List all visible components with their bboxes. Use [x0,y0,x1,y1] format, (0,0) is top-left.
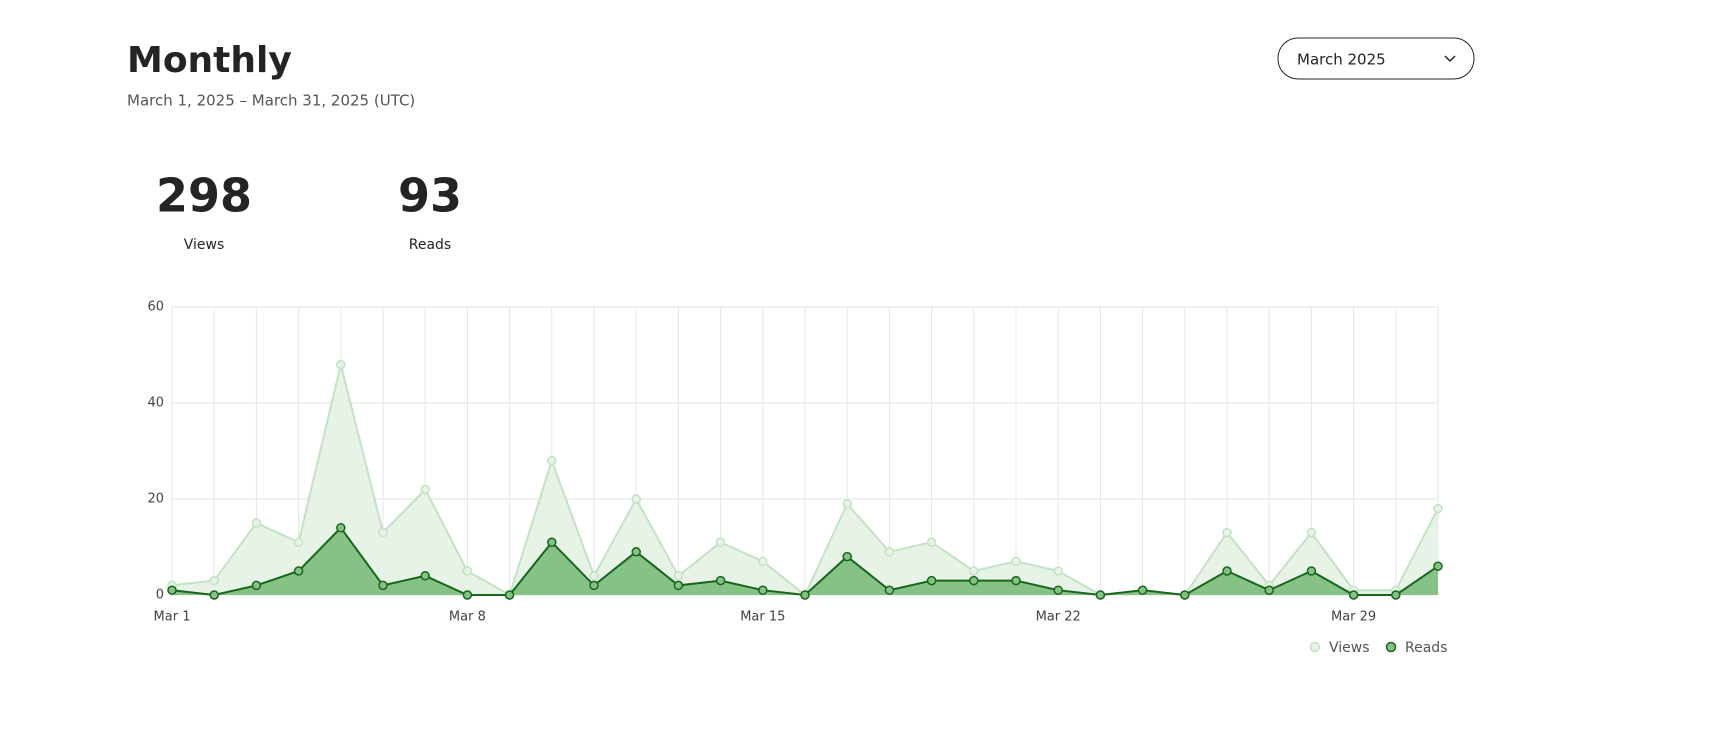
point [462,566,473,576]
point [1222,527,1232,538]
point [631,494,641,504]
subtitle: March 1, 2025 – March 31, 2025 (UTC) [127,92,415,110]
point [673,571,684,581]
chevron[interactable] [1444,55,1456,63]
point [547,537,557,547]
point [1391,590,1401,600]
point [800,590,810,600]
point [1348,590,1359,600]
point [1306,527,1317,538]
y-tick-label: 60 [147,300,164,315]
legend-label: Reads [1405,640,1447,656]
point [842,551,852,562]
point [1433,561,1443,571]
stat-value: 298 [156,169,252,223]
point [589,580,599,591]
point [1433,503,1443,514]
dropdown-box[interactable] [1277,37,1475,80]
point [293,566,304,576]
y-tick-label: 0 [156,588,164,603]
point [209,575,219,586]
x-tick-label: Mar 1 [154,610,191,625]
point [715,575,726,586]
point [378,527,388,538]
point [293,537,304,547]
point [336,523,346,533]
point [1095,590,1106,600]
point [758,556,768,567]
point [969,575,979,586]
x-tick-label: Mar 29 [1331,610,1376,625]
stat-label: Reads [409,237,451,253]
y-tick-label: 20 [147,492,164,507]
x-tick-label: Mar 22 [1036,610,1081,625]
point [1053,566,1063,576]
point [715,537,726,547]
x-tick-label: Mar 15 [740,610,785,625]
point [209,590,219,600]
point [1306,566,1317,576]
point [631,547,641,557]
point [969,566,979,576]
point [251,580,262,591]
point [1011,575,1021,586]
point [420,571,430,581]
point [504,590,515,600]
legend-marker [1385,641,1397,653]
point [1222,566,1232,576]
stat-label: Views [184,237,225,253]
point [336,359,346,370]
stat-value: 93 [398,169,462,223]
point [251,518,262,528]
y-tick-label: 40 [147,396,164,411]
point [1180,590,1190,600]
point [589,571,599,581]
point [420,484,430,495]
point [673,580,684,591]
point [378,580,388,591]
point [926,575,937,586]
point [167,585,177,595]
legend-marker [1309,641,1321,653]
point [1137,585,1148,595]
point [926,537,937,547]
point [758,585,768,595]
point [462,590,473,600]
legend-label: Views [1329,640,1370,656]
point [1264,585,1274,595]
point [1053,585,1063,595]
area-fill [172,527,1438,595]
point [547,455,557,466]
dropdown-label[interactable]: March 2025 [1297,51,1386,69]
point [842,499,852,509]
month-dropdown[interactable]: March 2025 [1277,37,1475,80]
x-tick-label: Mar 8 [449,610,486,625]
point [1011,556,1021,567]
point [884,547,895,557]
title: Monthly [127,40,292,81]
point [884,585,895,595]
